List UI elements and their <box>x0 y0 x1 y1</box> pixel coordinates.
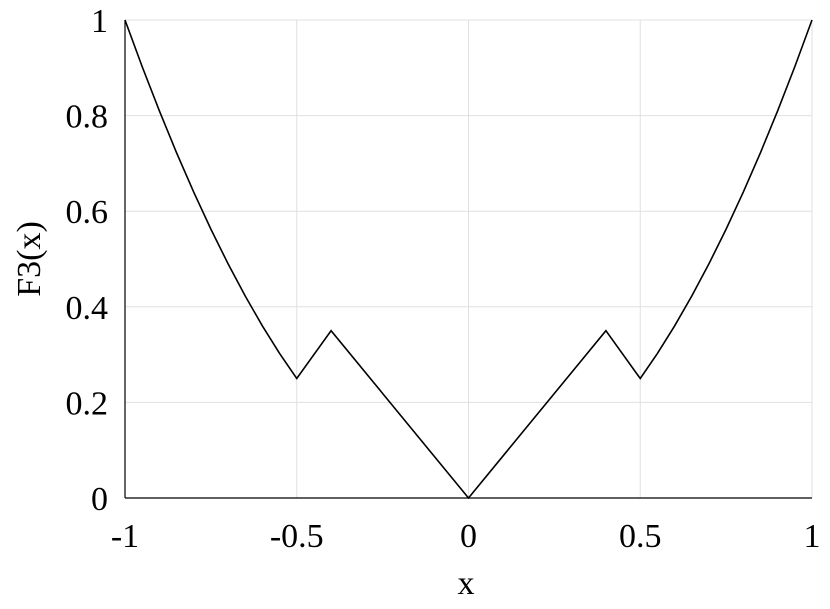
x-tick-label: 0 <box>460 518 477 555</box>
y-tick-label: 1 <box>91 3 108 40</box>
y-tick-label: 0.8 <box>66 99 109 136</box>
y-tick-label: 0.2 <box>66 385 109 422</box>
x-tick-label: 1 <box>804 518 821 555</box>
y-tick-label: 0 <box>91 481 108 518</box>
x-axis-label: x <box>458 565 475 602</box>
x-tick-label: -1 <box>111 518 139 555</box>
y-tick-label: 0.6 <box>66 194 109 231</box>
y-axis-label: F3(x) <box>11 221 48 297</box>
data-line <box>124 19 813 500</box>
y-tick-label: 0.4 <box>66 290 109 327</box>
x-tick-label: 0.5 <box>619 518 662 555</box>
x-tick-label: -0.5 <box>270 518 324 555</box>
